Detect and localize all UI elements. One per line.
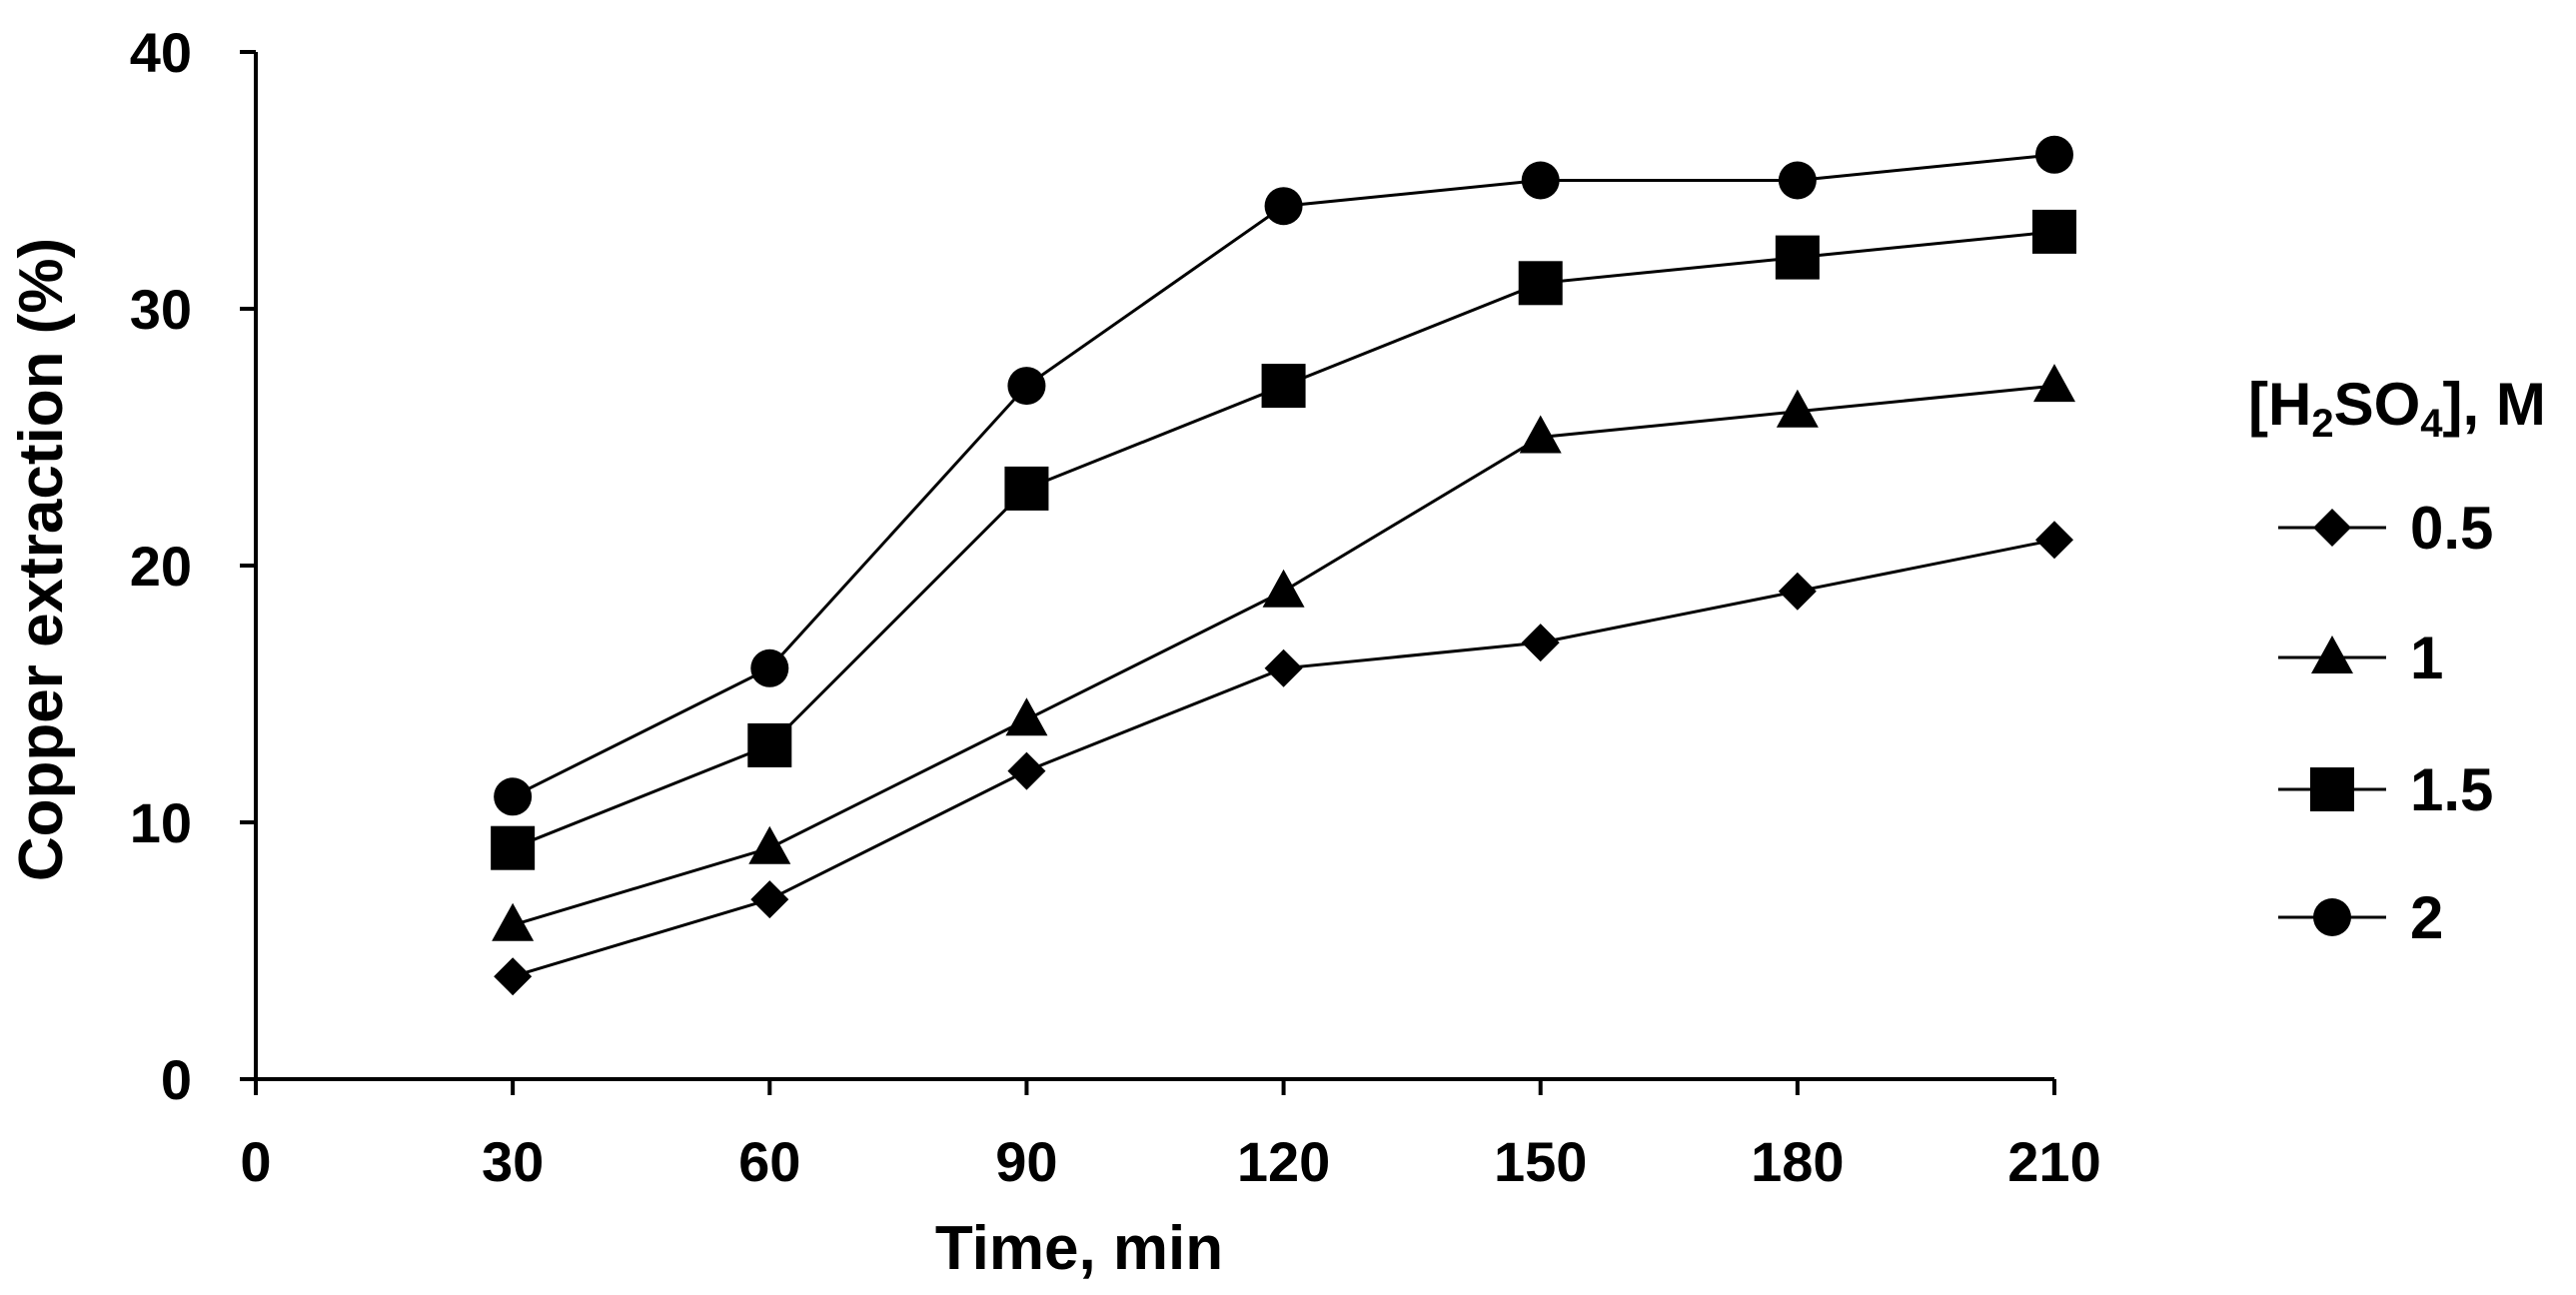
- x-tick-label-120: 120: [1237, 1130, 1330, 1193]
- x-tick-label-180: 180: [1751, 1130, 1844, 1193]
- y-tick-label-0: 0: [161, 1048, 192, 1111]
- x-axis-title: Time, min: [935, 1214, 1223, 1283]
- legend-marker-0.5: [2313, 509, 2351, 547]
- series-0.5: [494, 521, 2073, 996]
- x-tick-label-60: 60: [738, 1130, 800, 1193]
- axes: [254, 52, 2054, 1081]
- data-point-2-x180: [1778, 161, 1817, 200]
- data-point-1.5-x180: [1775, 235, 1820, 280]
- data-point-0.5-x120: [1264, 648, 1303, 687]
- data-point-2-x60: [750, 648, 789, 687]
- legend-label-1.5: 1.5: [2410, 756, 2493, 823]
- legend-title: [H2SO4], M: [2248, 371, 2546, 446]
- legend-title-subscript-2: 2: [2311, 402, 2333, 446]
- y-tick-label-20: 20: [130, 535, 192, 598]
- legend-item-2: 2: [2278, 884, 2443, 951]
- series-line-2: [512, 153, 2055, 798]
- legend-marker-1: [2311, 636, 2353, 673]
- legend-marker-1.5: [2310, 767, 2354, 811]
- series-2: [494, 135, 2073, 816]
- x-tick-label-30: 30: [482, 1130, 544, 1193]
- legend-label-2: 2: [2410, 884, 2443, 951]
- y-tick-label-40: 40: [130, 21, 192, 84]
- data-point-0.5-x180: [1778, 572, 1817, 611]
- data-point-1.5-x120: [1261, 364, 1306, 409]
- data-point-2-x120: [1264, 187, 1303, 226]
- series-1.5: [491, 209, 2076, 870]
- data-point-0.5-x30: [494, 957, 533, 996]
- data-point-1-x210: [2033, 364, 2075, 403]
- x-tick-label-150: 150: [1494, 1130, 1587, 1193]
- x-tick-label-210: 210: [2007, 1130, 2100, 1193]
- data-point-0.5-x60: [750, 880, 789, 919]
- y-axis-title: Copper extraction (%): [7, 238, 76, 881]
- legend-title-subscript-4: 4: [2420, 402, 2443, 446]
- legend-title-mid: SO: [2334, 371, 2421, 438]
- y-tick-label-30: 30: [130, 278, 192, 341]
- series-1: [492, 364, 2075, 941]
- legend-item-1.5: 1.5: [2278, 756, 2493, 823]
- data-point-0.5-x210: [2035, 521, 2073, 560]
- data-point-1-x90: [1005, 697, 1048, 736]
- data-point-1.5-x90: [1004, 466, 1049, 511]
- data-point-1-x30: [492, 902, 535, 941]
- data-point-1.5-x30: [491, 825, 536, 870]
- legend-title-prefix: [H: [2248, 371, 2311, 438]
- data-point-1-x180: [1776, 389, 1819, 428]
- legend-label-0.5: 0.5: [2410, 495, 2493, 562]
- series-layer: [491, 135, 2076, 996]
- legend-item-0.5: 0.5: [2278, 495, 2493, 562]
- legend: [H2SO4], M 0.511.52: [2248, 371, 2546, 951]
- legend-title-suffix: ], M: [2443, 371, 2546, 438]
- data-point-1-x120: [1262, 569, 1305, 608]
- data-point-1.5-x60: [747, 722, 792, 767]
- data-point-2-x90: [1007, 367, 1046, 406]
- data-point-2-x30: [494, 777, 533, 816]
- x-axis-ticks: 0 30 60 90 120 150 180 210: [240, 1079, 2101, 1193]
- data-point-0.5-x90: [1007, 751, 1046, 790]
- data-point-1-x60: [748, 825, 791, 864]
- legend-item-1: 1: [2278, 625, 2443, 691]
- x-tick-label-90: 90: [995, 1130, 1057, 1193]
- y-tick-label-10: 10: [130, 791, 192, 854]
- data-point-2-x210: [2035, 135, 2073, 174]
- data-point-1.5-x150: [1518, 261, 1563, 306]
- data-point-2-x150: [1521, 161, 1560, 200]
- series-line-1.5: [512, 230, 2055, 850]
- data-point-1-x150: [1519, 415, 1562, 454]
- x-tick-label-0: 0: [240, 1130, 271, 1193]
- legend-marker-2: [2313, 898, 2351, 936]
- legend-label-1: 1: [2410, 625, 2443, 691]
- legend-items: 0.5 1 1.5 2: [2278, 495, 2493, 951]
- y-axis-ticks: 0 10 20 30 40: [130, 21, 256, 1111]
- data-point-0.5-x150: [1521, 624, 1560, 662]
- data-point-1.5-x210: [2032, 209, 2076, 254]
